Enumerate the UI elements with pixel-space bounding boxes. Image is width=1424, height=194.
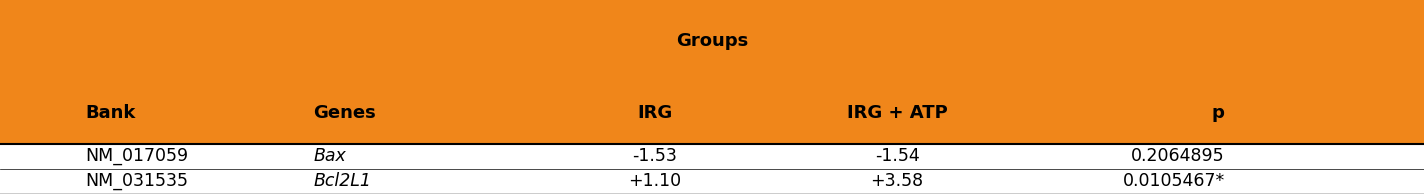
- Text: -1.54: -1.54: [874, 147, 920, 165]
- Text: Groups: Groups: [676, 32, 748, 50]
- Bar: [0, 0, 1424, 144]
- Text: Bax: Bax: [313, 147, 346, 165]
- Text: Genes: Genes: [313, 104, 376, 121]
- Text: -1.53: -1.53: [632, 147, 678, 165]
- Text: 0.2064895: 0.2064895: [1131, 147, 1225, 165]
- Text: IRG + ATP: IRG + ATP: [847, 104, 947, 121]
- Bar: [0, 144, 1424, 194]
- Text: Bcl2L1: Bcl2L1: [313, 172, 372, 190]
- Text: +3.58: +3.58: [870, 172, 924, 190]
- Text: IRG: IRG: [638, 104, 672, 121]
- Text: p: p: [1212, 104, 1225, 121]
- Text: NM_017059: NM_017059: [85, 147, 188, 165]
- Text: NM_031535: NM_031535: [85, 172, 188, 190]
- Text: Bank: Bank: [85, 104, 135, 121]
- Text: 0.0105467*: 0.0105467*: [1122, 172, 1225, 190]
- Text: +1.10: +1.10: [628, 172, 682, 190]
